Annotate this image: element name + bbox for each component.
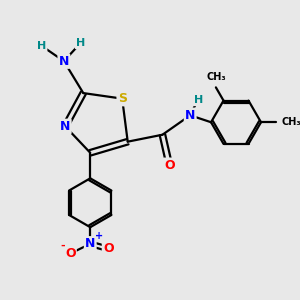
Text: S: S (118, 92, 127, 105)
Text: O: O (65, 247, 76, 260)
Text: N: N (85, 237, 95, 250)
Text: N: N (59, 55, 69, 68)
Text: CH₃: CH₃ (282, 117, 300, 127)
Text: +: + (94, 231, 103, 241)
Text: O: O (103, 242, 114, 255)
Text: CH₃: CH₃ (206, 72, 226, 82)
Text: H: H (76, 38, 85, 48)
Text: -: - (60, 241, 65, 251)
Text: N: N (185, 109, 195, 122)
Text: N: N (60, 120, 70, 133)
Text: H: H (194, 95, 203, 105)
Text: O: O (164, 159, 175, 172)
Text: H: H (37, 41, 46, 51)
